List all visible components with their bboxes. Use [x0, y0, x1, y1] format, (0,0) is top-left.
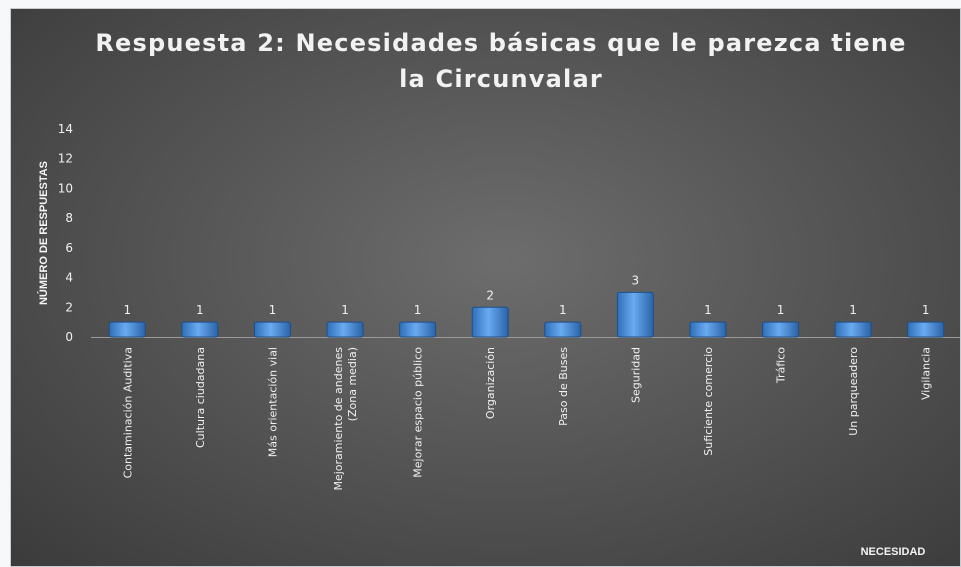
chart-area: Respuesta 2: Necesidades básicas que le … [10, 8, 961, 567]
x-category-label: Contaminación Auditiva [121, 347, 134, 478]
bar [689, 321, 727, 338]
bar [762, 321, 800, 338]
chart-title: Respuesta 2: Necesidades básicas que le … [95, 29, 907, 93]
y-tick-label: 8 [65, 211, 73, 225]
x-category-label: Mejoramiento de andenes(Zona media) [332, 347, 359, 491]
x-category-label: Un parqueadero [847, 347, 860, 436]
bar [907, 321, 945, 338]
bar [544, 321, 582, 338]
data-label: 2 [486, 288, 494, 302]
data-label: 1 [849, 303, 857, 317]
data-label: 1 [123, 303, 131, 317]
x-category-label-line: Un parqueadero [847, 347, 860, 436]
x-category-label-line: Mejoramiento de andenes [332, 347, 345, 491]
x-category-label-line: Contaminación Auditiva [121, 347, 134, 478]
bar [108, 321, 146, 338]
bar [471, 306, 509, 338]
y-tick-label: 0 [65, 330, 73, 344]
bar [616, 291, 654, 338]
x-category-label-line: Cultura ciudadana [194, 347, 207, 448]
data-label: 1 [922, 303, 930, 317]
bar [834, 321, 872, 338]
bar [326, 321, 364, 338]
y-tick-label: 2 [65, 300, 73, 314]
x-category-label: Paso de Buses [557, 347, 570, 426]
x-category-label-line: Paso de Buses [557, 347, 570, 426]
x-category-label-line: Mejorar espacio público [412, 347, 425, 478]
x-category-label-line: Organización [484, 347, 497, 419]
y-tick-label: 10 [58, 181, 73, 195]
data-label: 3 [632, 273, 640, 287]
data-label: 1 [196, 303, 204, 317]
bar [399, 321, 437, 338]
x-category-label-line: Suficiente comercio [702, 347, 715, 456]
data-label: 1 [269, 303, 277, 317]
data-label: 1 [704, 303, 712, 317]
x-category-label: Mejorar espacio público [412, 347, 425, 478]
y-tick-label: 12 [58, 152, 73, 166]
y-tick-label: 14 [58, 122, 73, 136]
data-label: 1 [777, 303, 785, 317]
x-category-label-line: Vigilancia [920, 347, 933, 400]
data-label: 1 [559, 303, 567, 317]
x-category-label: Seguridad [629, 347, 642, 403]
x-category-label: Suficiente comercio [702, 347, 715, 456]
x-category-label-line: Más orientación vial [266, 347, 279, 457]
x-category-label-line: Seguridad [629, 347, 642, 403]
y-tick-label: 4 [65, 271, 73, 285]
bar [253, 321, 291, 338]
x-axis-title: NECESIDAD [861, 546, 926, 558]
x-category-label: Cultura ciudadana [194, 347, 207, 448]
x-category-label: Más orientación vial [266, 347, 279, 457]
x-category-label-line: Tráfico [775, 347, 788, 384]
x-category-label-line: (Zona media) [346, 347, 359, 421]
x-category-label: Organización [484, 347, 497, 419]
y-tick-label: 6 [65, 241, 73, 255]
data-label: 1 [341, 303, 349, 317]
bar [181, 321, 219, 338]
data-label: 1 [414, 303, 422, 317]
x-category-label: Tráfico [775, 347, 788, 384]
x-category-label: Vigilancia [920, 347, 933, 400]
y-axis-title: NÚMERO DE RESPUESTAS [37, 161, 50, 305]
